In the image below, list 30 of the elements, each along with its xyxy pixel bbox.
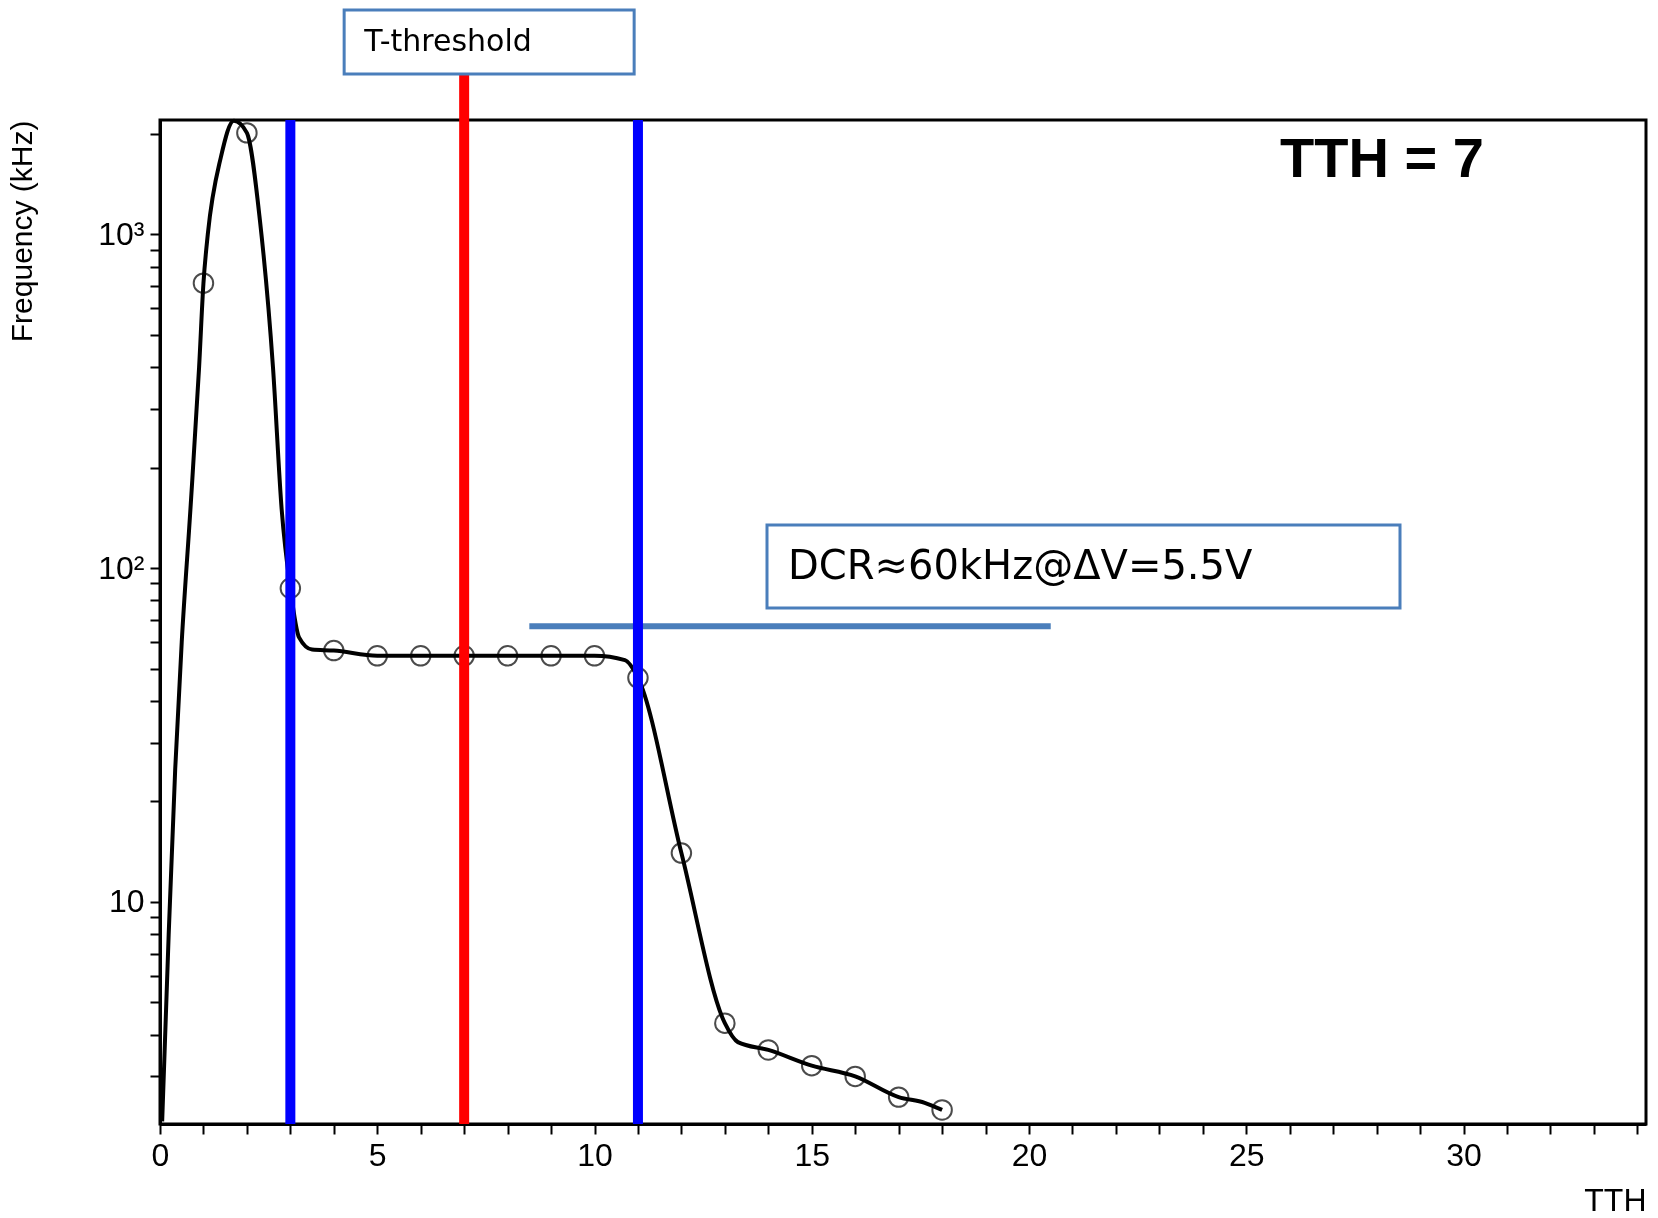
x-tick-label: 30 (1446, 1136, 1482, 1173)
x-axis-title: TTH (1584, 1181, 1647, 1218)
y-tick-label: 10² (98, 549, 145, 586)
x-tick-label: 0 (151, 1136, 170, 1173)
point (931, 1099, 953, 1121)
y-axis-title: Frequency (kHz) (5, 120, 39, 343)
point (540, 645, 562, 667)
y-tick-label: 10 (108, 883, 145, 920)
point (757, 1039, 780, 1061)
point (583, 645, 606, 667)
point (409, 645, 432, 667)
x-tick-label: 25 (1228, 1136, 1265, 1173)
annotation: DCR≈60kHz@ΔV=5.5V (788, 542, 1254, 588)
annotation: TTH = 7 (1280, 126, 1484, 189)
point (496, 645, 519, 667)
point (887, 1086, 910, 1108)
point (192, 272, 215, 294)
x-tick-label: 10 (577, 1136, 613, 1173)
point (366, 645, 388, 667)
point (714, 1012, 736, 1034)
x-tick-label: 15 (794, 1136, 831, 1173)
ref-line-label: T-threshold (363, 23, 532, 58)
point (670, 842, 693, 864)
point (236, 122, 258, 144)
point (323, 639, 345, 662)
point (801, 1054, 823, 1077)
point (844, 1065, 866, 1088)
x-tick-label: 20 (1011, 1136, 1048, 1173)
x-tick-label: 5 (368, 1136, 387, 1173)
y-tick-label: 10³ (98, 215, 145, 252)
